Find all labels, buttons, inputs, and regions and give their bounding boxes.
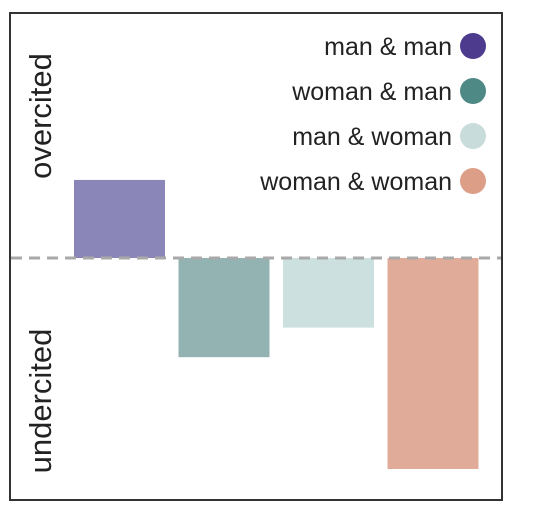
bar-woman-man <box>178 258 270 358</box>
overcited-label: overcited <box>23 53 58 179</box>
legend-swatch <box>460 168 486 194</box>
legend-label: man & woman <box>292 123 452 151</box>
bar-man-woman <box>283 258 374 328</box>
bars-group <box>74 179 479 469</box>
legend-entry: woman & woman <box>259 168 486 196</box>
legend-entry: woman & man <box>291 78 486 106</box>
legend-swatch <box>460 78 486 104</box>
undercited-label: undercited <box>23 329 58 474</box>
bar-woman-woman <box>387 258 479 469</box>
legend-entry: man & man <box>324 33 486 61</box>
legend-entry: man & woman <box>292 123 486 151</box>
legend-label: man & man <box>324 33 452 61</box>
legend-swatch <box>460 33 486 59</box>
legend: man & man woman & man man & woman woman & w… <box>259 33 486 196</box>
bar-man-man <box>74 179 165 258</box>
legend-label: woman & woman <box>259 168 452 196</box>
legend-swatch <box>460 123 486 149</box>
legend-label: woman & man <box>291 78 452 106</box>
